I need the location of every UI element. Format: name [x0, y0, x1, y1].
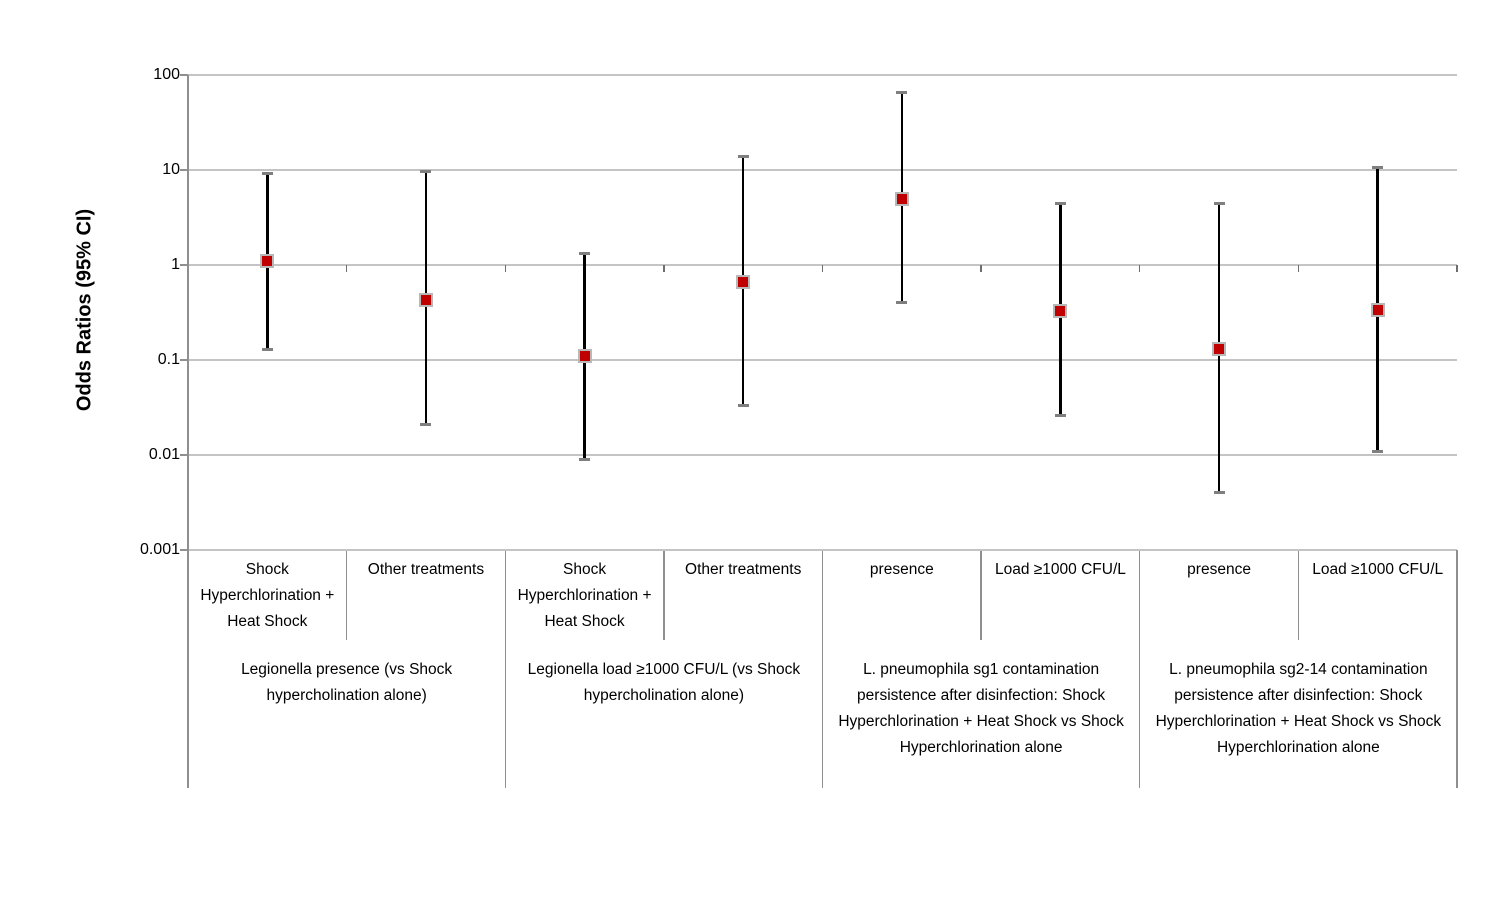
data-point-marker: [736, 275, 751, 290]
category-label: Other treatments: [367, 561, 485, 578]
category-separator: [1297, 551, 1300, 640]
data-point-marker: [894, 191, 909, 206]
axis-cross-tick: [821, 265, 824, 272]
error-bar-cap-top: [1213, 202, 1225, 206]
category-label: Load ≥1000 CFU/L: [995, 561, 1126, 578]
error-bar-cap-bottom: [737, 404, 749, 408]
error-bar-cap-top: [896, 91, 908, 95]
y-axis-tick: [180, 169, 188, 171]
data-point-marker: [1212, 342, 1227, 357]
y-axis-tick: [180, 359, 188, 361]
error-bar-cap-bottom: [1372, 449, 1384, 453]
error-bar-cap-top: [1054, 202, 1066, 206]
y-tick-label: 0.01: [148, 446, 180, 463]
category-label: presence: [869, 561, 934, 578]
data-point-marker: [1370, 302, 1385, 317]
axis-cross-tick: [663, 265, 665, 272]
group-label: L. pneumophila sg1 contamination persist…: [838, 661, 1124, 756]
error-bar-cap-bottom: [261, 347, 273, 351]
category-separator: [980, 551, 982, 640]
axis-cross-tick: [980, 265, 982, 272]
group-label: Legionella load ≥1000 CFU/L (vs Shock hy…: [527, 661, 801, 704]
data-point-marker: [1053, 303, 1068, 318]
category-label: Other treatments: [685, 561, 802, 578]
axis-cross-tick: [1456, 265, 1458, 272]
error-bar-cap-bottom: [896, 301, 908, 305]
error-bar-cap-bottom: [579, 457, 591, 461]
category-label: presence: [1187, 561, 1251, 578]
y-tick-label: 1: [171, 256, 180, 273]
category-label: Shock Hyperchlorination + Heat Shock: [200, 561, 335, 630]
gridline: [188, 549, 1457, 551]
y-tick-label: 0.001: [139, 541, 180, 558]
group-label: Legionella presence (vs Shock hypercholi…: [241, 661, 453, 704]
label-area-right-border: [1456, 550, 1458, 788]
y-tick-label: 0.1: [157, 351, 180, 368]
group-separator: [821, 551, 824, 788]
category-separator: [663, 551, 665, 640]
data-point-marker: [577, 349, 592, 364]
y-axis-tick: [180, 74, 188, 76]
y-axis-tick: [180, 549, 188, 551]
gridline: [188, 169, 1457, 171]
category-separator: [345, 551, 348, 640]
error-bar-cap-bottom: [1054, 414, 1066, 418]
y-axis-title: Odds Ratios (95% CI): [73, 208, 96, 411]
gridline: [188, 454, 1457, 456]
data-point-marker: [260, 254, 275, 269]
y-tick-label: 100: [153, 66, 180, 83]
axis-cross-tick: [345, 265, 348, 272]
group-separator: [1139, 551, 1141, 788]
y-axis-tick: [180, 264, 188, 266]
data-point-marker: [418, 292, 433, 307]
y-tick-label: 10: [162, 161, 180, 178]
error-bar-cap-bottom: [420, 422, 432, 426]
y-axis-line: [187, 75, 189, 788]
error-bar-cap-bottom: [1213, 491, 1225, 495]
error-bar-cap-top: [737, 154, 749, 158]
gridline: [188, 359, 1457, 361]
y-axis-tick: [180, 454, 188, 456]
axis-cross-tick: [1139, 265, 1141, 272]
axis-cross-tick: [1297, 265, 1300, 272]
group-label: L. pneumophila sg2-14 contamination pers…: [1155, 661, 1442, 756]
group-separator: [504, 551, 506, 788]
error-bar-cap-top: [261, 171, 273, 175]
error-bar-cap-top: [579, 251, 591, 255]
category-label: Load ≥1000 CFU/L: [1312, 561, 1444, 578]
error-bar-cap-top: [420, 170, 432, 174]
category-label: Shock Hyperchlorination + Heat Shock: [517, 561, 652, 630]
error-bar-cap-top: [1372, 165, 1384, 169]
axis-cross-tick: [504, 265, 506, 272]
gridline: [188, 74, 1457, 76]
